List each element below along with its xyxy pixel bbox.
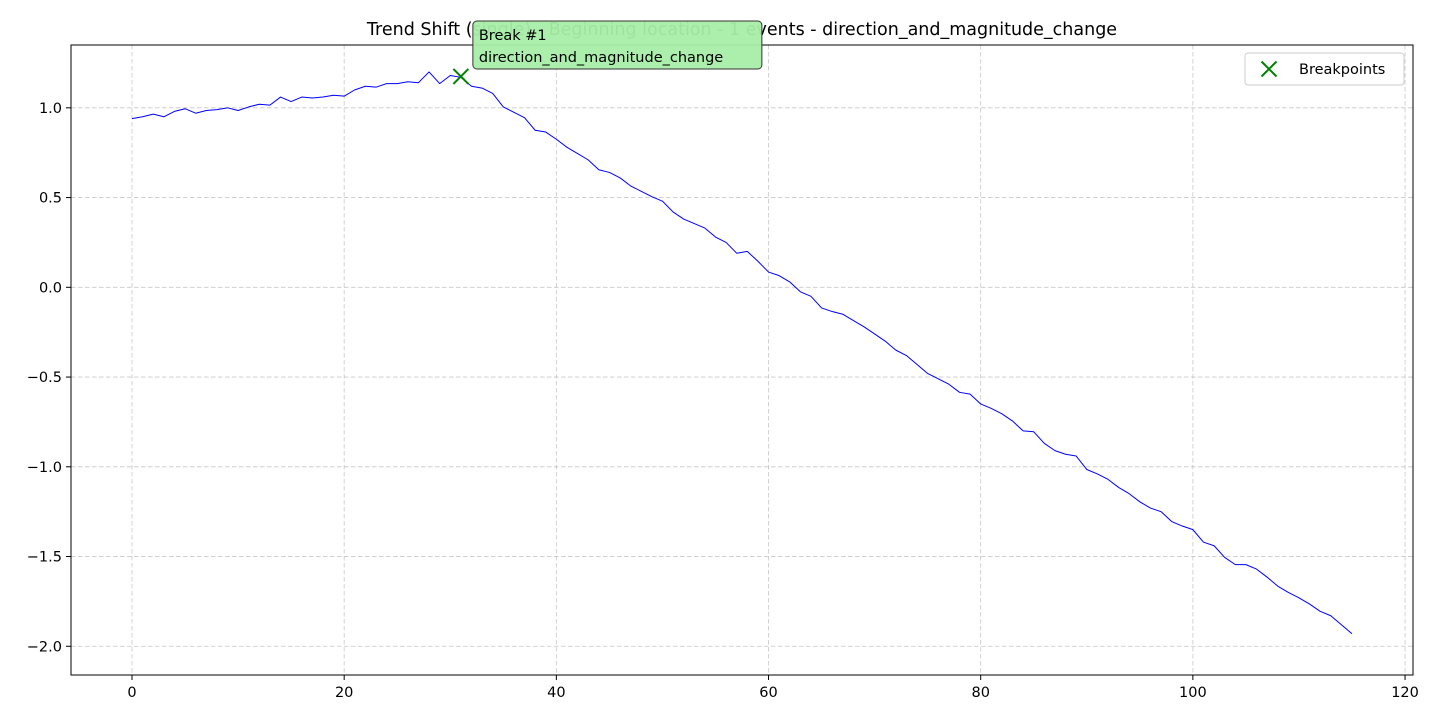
x-axis-ticks: 0 20 40 60 80 100 120 [127, 675, 1419, 701]
breakpoint-markers [452, 68, 470, 85]
y-axis-ticks: 1.0 0.5 0.0 −0.5 −1.0 −1.5 −2.0 [27, 101, 71, 655]
series-layer [131, 71, 1353, 635]
x-tick-label: 0 [127, 685, 136, 701]
y-tick-label: −1.5 [27, 550, 62, 566]
y-tick-label: −1.0 [27, 460, 62, 476]
legend-box [1244, 52, 1405, 86]
legend-x-icon [1260, 60, 1278, 78]
legend-breakpoints-label: Breakpoints [1299, 62, 1385, 78]
x-tick-label: 120 [1391, 685, 1419, 701]
annotation-box [472, 20, 763, 70]
annotation-text: direction_and_magnitude_change [479, 50, 723, 66]
y-tick-label: 0.5 [39, 191, 62, 207]
grid-lines [71, 45, 1413, 675]
plot-area [131, 71, 1353, 635]
annotation-text: Break #1 [479, 28, 547, 44]
x-tick-label: 100 [1179, 685, 1207, 701]
x-tick-label: 80 [971, 685, 989, 701]
breakpoint-marker [452, 68, 470, 85]
y-tick-label: −2.0 [27, 639, 62, 655]
x-tick-label: 20 [335, 685, 353, 701]
annotations: Break #1 direction_and_magnitude_change [472, 20, 763, 70]
legend-breakpoints-marker [1260, 60, 1278, 78]
x-tick-label: 40 [547, 685, 565, 701]
x-tick-label: 60 [759, 685, 777, 701]
y-tick-label: 1.0 [39, 101, 62, 117]
legend: Breakpoints [1244, 52, 1405, 86]
y-tick-label: −0.5 [27, 370, 62, 386]
y-tick-label: 0.0 [39, 280, 62, 296]
series-line [131, 71, 1353, 635]
